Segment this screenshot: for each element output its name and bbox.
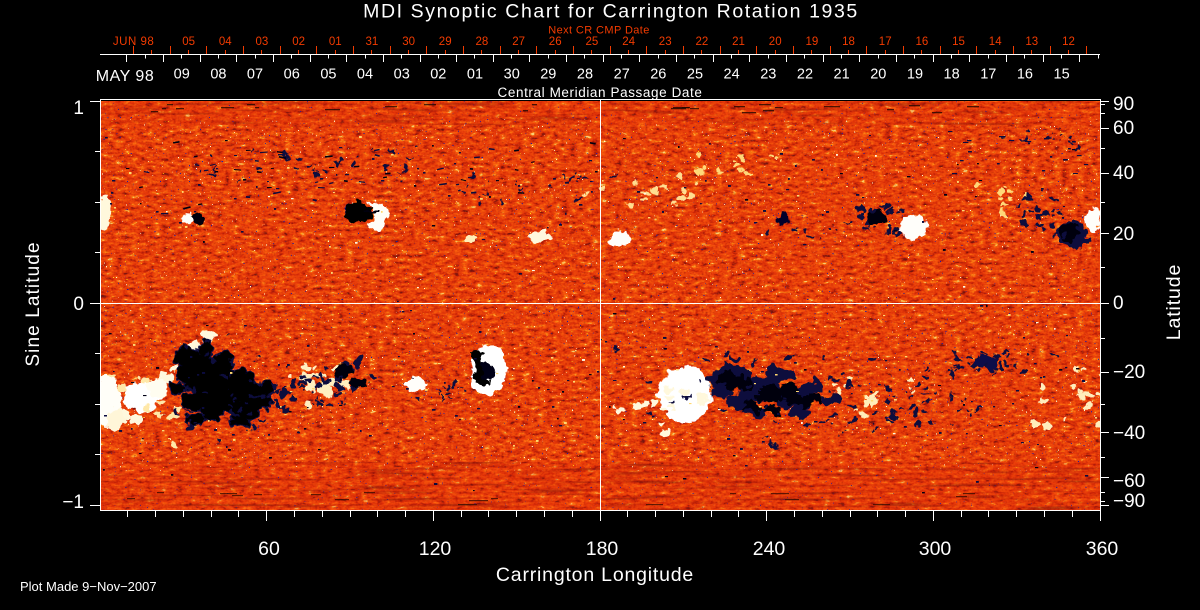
svg-text:Latitude: Latitude	[1163, 264, 1185, 341]
svg-text:30: 30	[402, 36, 415, 48]
svg-text:25: 25	[687, 67, 703, 83]
svg-text:03: 03	[394, 67, 410, 83]
svg-text:0: 0	[73, 294, 84, 315]
svg-text:28: 28	[577, 67, 593, 83]
svg-text:−40: −40	[1113, 423, 1145, 444]
svg-text:JUN 98: JUN 98	[113, 36, 154, 48]
svg-text:16: 16	[1017, 67, 1033, 83]
svg-text:08: 08	[210, 67, 226, 83]
svg-text:Central Meridian Passage Date: Central Meridian Passage Date	[498, 85, 703, 100]
svg-text:29: 29	[540, 67, 556, 83]
svg-text:05: 05	[182, 36, 195, 48]
svg-text:20: 20	[1113, 224, 1134, 245]
svg-text:09: 09	[174, 67, 190, 83]
svg-text:12: 12	[1062, 36, 1075, 48]
svg-text:06: 06	[284, 67, 300, 83]
svg-text:17: 17	[980, 67, 996, 83]
svg-text:15: 15	[1054, 67, 1070, 83]
svg-text:21: 21	[834, 67, 850, 83]
svg-text:1: 1	[73, 98, 84, 119]
svg-text:14: 14	[989, 36, 1002, 48]
svg-text:MDI Synoptic Chart for Carring: MDI Synoptic Chart for Carrington Rotati…	[363, 1, 859, 23]
svg-text:25: 25	[586, 36, 599, 48]
svg-text:04: 04	[219, 36, 232, 48]
svg-text:60: 60	[1113, 118, 1134, 139]
svg-text:−20: −20	[1113, 362, 1145, 383]
svg-text:Plot Made 9−Nov−2007: Plot Made 9−Nov−2007	[20, 579, 157, 594]
svg-text:Carrington Longitude: Carrington Longitude	[496, 564, 694, 586]
svg-text:180: 180	[586, 538, 619, 560]
svg-text:27: 27	[512, 36, 525, 48]
svg-text:04: 04	[357, 67, 373, 83]
svg-text:Sine Latitude: Sine Latitude	[23, 241, 44, 366]
svg-text:23: 23	[659, 36, 672, 48]
svg-text:02: 02	[292, 36, 305, 48]
svg-text:Next CR CMP Date: Next CR CMP Date	[548, 25, 650, 37]
svg-text:02: 02	[430, 67, 446, 83]
svg-text:60: 60	[258, 538, 280, 560]
svg-text:24: 24	[622, 36, 635, 48]
svg-text:MAY 98: MAY 98	[96, 68, 154, 85]
svg-text:18: 18	[944, 67, 960, 83]
svg-text:03: 03	[256, 36, 269, 48]
svg-text:300: 300	[919, 538, 952, 560]
svg-text:−90: −90	[1113, 491, 1145, 512]
svg-text:27: 27	[614, 67, 630, 83]
svg-text:90: 90	[1113, 94, 1134, 115]
svg-text:120: 120	[419, 538, 452, 560]
svg-text:16: 16	[916, 36, 929, 48]
svg-text:15: 15	[952, 36, 965, 48]
svg-text:26: 26	[549, 36, 562, 48]
svg-text:05: 05	[320, 67, 336, 83]
svg-text:360: 360	[1086, 538, 1119, 560]
svg-text:−1: −1	[62, 492, 84, 513]
svg-text:22: 22	[797, 67, 813, 83]
svg-text:31: 31	[366, 36, 379, 48]
svg-text:30: 30	[504, 67, 520, 83]
svg-text:21: 21	[732, 36, 745, 48]
svg-text:20: 20	[870, 67, 886, 83]
svg-text:19: 19	[806, 36, 819, 48]
svg-text:01: 01	[329, 36, 342, 48]
svg-text:01: 01	[467, 67, 483, 83]
svg-text:24: 24	[724, 67, 740, 83]
svg-text:240: 240	[753, 538, 786, 560]
svg-text:22: 22	[696, 36, 709, 48]
svg-text:23: 23	[760, 67, 776, 83]
svg-text:0: 0	[1113, 293, 1124, 314]
svg-text:20: 20	[769, 36, 782, 48]
svg-text:13: 13	[1025, 36, 1038, 48]
svg-text:40: 40	[1113, 163, 1134, 184]
svg-text:28: 28	[476, 36, 489, 48]
svg-text:−60: −60	[1113, 471, 1145, 492]
svg-text:19: 19	[907, 67, 923, 83]
svg-text:26: 26	[650, 67, 666, 83]
svg-text:07: 07	[247, 67, 263, 83]
svg-text:17: 17	[879, 36, 892, 48]
svg-text:29: 29	[439, 36, 452, 48]
svg-text:18: 18	[842, 36, 855, 48]
